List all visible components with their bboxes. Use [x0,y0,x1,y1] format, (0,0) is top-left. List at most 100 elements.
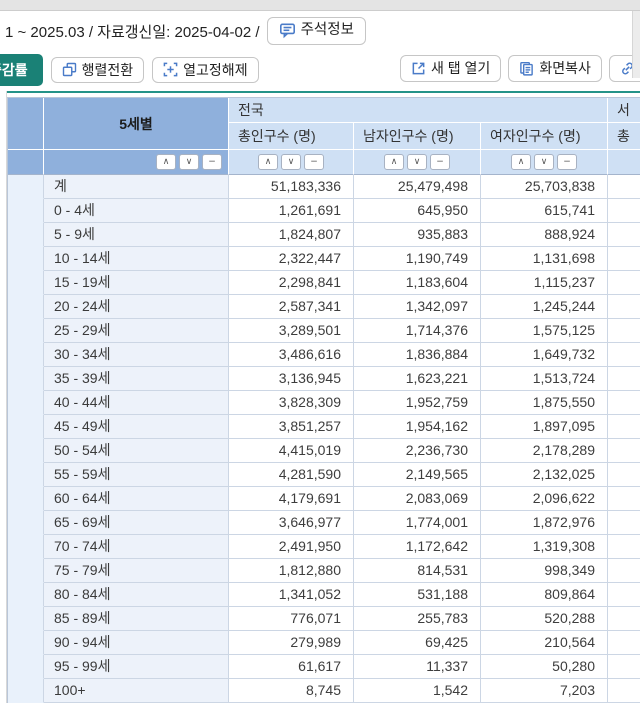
sort-asc-button[interactable]: ∧ [258,154,278,170]
next-region-cell [608,535,640,559]
age-cell: 45 - 49세 [44,415,229,439]
female-cell: 1,131,698 [481,247,608,271]
female-population-header: 여자인구수 (명) [481,123,608,150]
next-sort-cell [608,150,640,175]
male-cell: 255,783 [354,607,481,631]
female-cell: 50,280 [481,655,608,679]
female-cell: 888,924 [481,223,608,247]
next-region-cell [608,583,640,607]
male-cell: 645,950 [354,199,481,223]
next-column-header: 총 [608,123,640,150]
total-cell: 279,989 [229,631,354,655]
sort-desc-button[interactable]: ∨ [534,154,554,170]
new-tab-icon [411,61,426,76]
unfreeze-columns-label: 열고정해제 [183,62,247,79]
age-cell: 85 - 89세 [44,607,229,631]
table-row: 5 - 9세 1,824,807 935,883 888,924 [8,223,640,247]
gutter-cell [8,655,44,679]
gutter-cell [8,631,44,655]
sort-remove-button[interactable]: − [202,154,222,170]
age-cell: 100+ [44,679,229,703]
table-row: 15 - 19세 2,298,841 1,183,604 1,115,237 [8,271,640,295]
unfreeze-icon [163,62,178,77]
transpose-button[interactable]: 행렬전환 [51,57,145,84]
sort-remove-button[interactable]: − [430,154,450,170]
copy-screen-button[interactable]: 화면복사 [508,55,602,82]
age-cell: 5 - 9세 [44,223,229,247]
gutter-cell [8,487,44,511]
gutter-cell [8,415,44,439]
male-cell: 1,542 [354,679,481,703]
sort-remove-button[interactable]: − [557,154,577,170]
female-cell: 1,649,732 [481,343,608,367]
age-cell: 40 - 44세 [44,391,229,415]
female-cell: 1,575,125 [481,319,608,343]
sort-asc-button[interactable]: ∧ [156,154,176,170]
window-top-strip [0,0,640,11]
male-cell: 1,190,749 [354,247,481,271]
age-cell: 30 - 34세 [44,343,229,367]
total-sort-cell: ∧ ∨ − [229,150,354,175]
copy-screen-label: 화면복사 [539,60,591,77]
next-region-cell [608,607,640,631]
table-row: 100+ 8,745 1,542 7,203 [8,679,640,703]
total-cell: 2,322,447 [229,247,354,271]
male-cell: 1,342,097 [354,295,481,319]
gutter-cell [8,559,44,583]
sort-asc-button[interactable]: ∧ [511,154,531,170]
speech-bubble-icon [279,22,296,39]
male-cell: 1,954,162 [354,415,481,439]
next-region-cell [608,559,640,583]
age-cell: 0 - 4세 [44,199,229,223]
total-population-header: 총인구수 (명) [229,123,354,150]
sort-desc-button[interactable]: ∨ [407,154,427,170]
age-cell: 25 - 29세 [44,319,229,343]
next-region-cell [608,487,640,511]
male-cell: 1,952,759 [354,391,481,415]
female-cell: 1,319,308 [481,535,608,559]
age-sort-cell: ∧ ∨ − [44,150,229,175]
table-row: 55 - 59세 4,281,590 2,149,565 2,132,025 [8,463,640,487]
annotation-info-button[interactable]: 주석정보 [267,17,366,44]
age-cell: 75 - 79세 [44,559,229,583]
sort-desc-button[interactable]: ∨ [281,154,301,170]
table-row: 75 - 79세 1,812,880 814,531 998,349 [8,559,640,583]
female-cell: 615,741 [481,199,608,223]
table-row: 45 - 49세 3,851,257 1,954,162 1,897,095 [8,415,640,439]
next-region-cell [608,367,640,391]
table-row: 85 - 89세 776,071 255,783 520,288 [8,607,640,631]
table-row: 90 - 94세 279,989 69,425 210,564 [8,631,640,655]
sort-remove-button[interactable]: − [304,154,324,170]
female-cell: 1,875,550 [481,391,608,415]
open-new-tab-button[interactable]: 새 탭 열기 [400,55,501,82]
age-cell: 20 - 24세 [44,295,229,319]
table-row: 0 - 4세 1,261,691 645,950 615,741 [8,199,640,223]
gutter-cell [8,199,44,223]
female-cell: 998,349 [481,559,608,583]
gutter-cell [8,367,44,391]
table-row: 50 - 54세 4,415,019 2,236,730 2,178,289 [8,439,640,463]
male-cell: 1,623,221 [354,367,481,391]
annotation-info-label: 주석정보 [301,22,354,39]
transpose-icon [62,62,77,77]
male-cell: 1,714,376 [354,319,481,343]
next-region-cell [608,391,640,415]
next-region-group-header: 서 [608,98,640,123]
unfreeze-columns-button[interactable]: 열고정해제 [152,57,258,84]
total-cell: 1,261,691 [229,199,354,223]
gutter-cell [8,607,44,631]
age-cell: 80 - 84세 [44,583,229,607]
total-cell: 2,491,950 [229,535,354,559]
age-cell: 15 - 19세 [44,271,229,295]
change-rate-button[interactable]: 증감률 [0,54,43,86]
male-cell: 2,236,730 [354,439,481,463]
female-cell: 1,115,237 [481,271,608,295]
female-cell: 7,203 [481,679,608,703]
gutter-cell [8,343,44,367]
gutter-cell [8,583,44,607]
sort-desc-button[interactable]: ∨ [179,154,199,170]
male-sort-cell: ∧ ∨ − [354,150,481,175]
toolbar: 증감률 행렬전환 열고정해제 새 탭 열기 [0,55,640,85]
gutter-cell [8,535,44,559]
sort-asc-button[interactable]: ∧ [384,154,404,170]
